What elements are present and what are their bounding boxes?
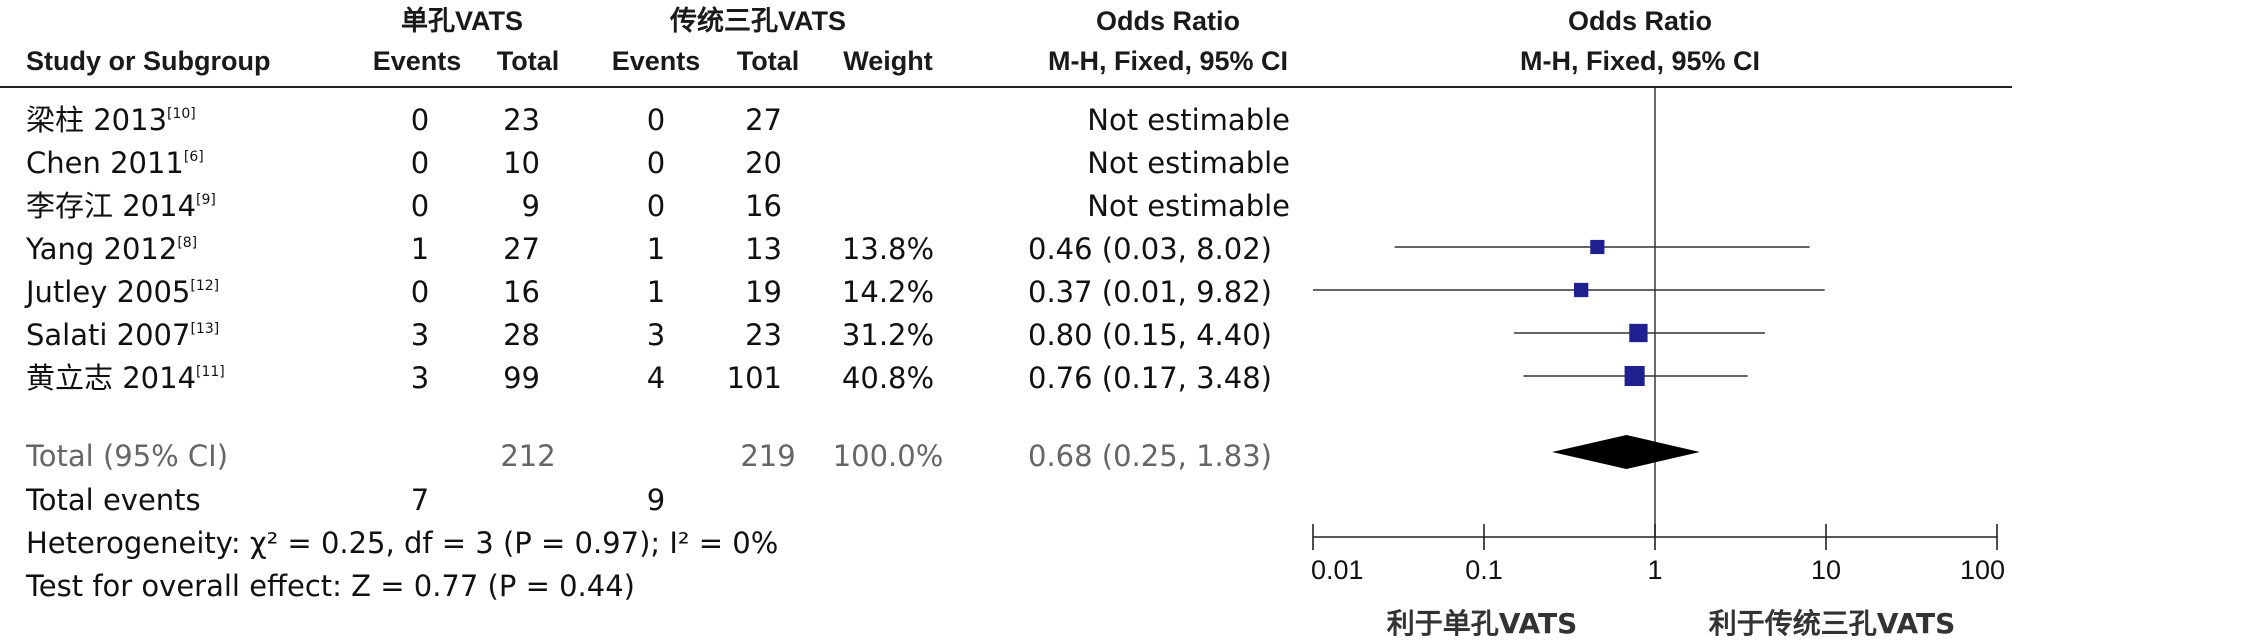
study-ci-text: 0.76 (0.17, 3.48) (1028, 361, 1272, 395)
study-ci-text: Not estimable (1087, 189, 1290, 223)
study-total2: 13 (745, 232, 782, 266)
study-events2: 3 (647, 318, 665, 352)
or-table-title: Odds Ratio (1096, 6, 1240, 36)
group2-header: 传统三孔VATS (669, 5, 846, 36)
x-tick-label: 1 (1647, 555, 1662, 585)
study-total1: 27 (503, 232, 540, 266)
study-total2: 101 (727, 361, 782, 395)
study-events1: 0 (411, 189, 429, 223)
study-name: Salati 2007[13] (26, 318, 219, 352)
study-ci-text: Not estimable (1087, 103, 1290, 137)
total-ci: 0.68 (0.25, 1.83) (1028, 439, 1272, 473)
study-name: 梁柱 2013[10] (26, 103, 196, 137)
study-name: Chen 2011[6] (26, 146, 204, 180)
heterogeneity-text: Heterogeneity: χ² = 0.25, df = 3 (P = 0.… (26, 526, 778, 560)
study-events1: 1 (411, 232, 429, 266)
study-events2: 1 (647, 232, 665, 266)
study-events1: 3 (411, 318, 429, 352)
study-header: Study or Subgroup (26, 46, 270, 76)
study-ref: [11] (196, 364, 225, 380)
x-tick-label: 0.1 (1465, 555, 1503, 585)
weight-header: Weight (843, 46, 933, 76)
study-name: 黄立志 2014[11] (26, 361, 225, 395)
study-events1: 0 (411, 275, 429, 309)
total-t1: 212 (500, 439, 555, 473)
study-rows: 梁柱 2013[10] 0 23 0 27 Not estimable Chen 2011[… (24, 103, 1290, 395)
study-total2: 23 (745, 318, 782, 352)
or-table-subtitle: M-H, Fixed, 95% CI (1048, 46, 1288, 76)
total2-header: Total (737, 46, 800, 76)
study-ref: [8] (177, 235, 197, 251)
study-total2: 27 (745, 103, 782, 137)
study-total1: 9 (522, 189, 540, 223)
study-ci-text: 0.80 (0.15, 4.40) (1028, 318, 1272, 352)
or-plot-title: Odds Ratio (1568, 6, 1712, 36)
study-ci-text: 0.37 (0.01, 9.82) (1028, 275, 1272, 309)
favours-left-label: 利于单孔VATS (1387, 607, 1578, 640)
events-label: Total events (25, 483, 201, 517)
overall-effect-text: Test for overall effect: Z = 0.77 (P = 0… (25, 569, 635, 603)
study-events2: 0 (647, 146, 665, 180)
x-tick-label: 0.01 (1311, 555, 1364, 585)
summary-diamond (1552, 435, 1700, 469)
or-plot-subtitle: M-H, Fixed, 95% CI (1520, 46, 1760, 76)
total-label: Total (95% CI) (25, 439, 228, 473)
study-events2: 0 (647, 189, 665, 223)
study-total2: 16 (745, 189, 782, 223)
study-total1: 16 (503, 275, 540, 309)
events1-header: Events (373, 46, 462, 76)
study-weight: 13.8% (842, 232, 934, 266)
study-name: Jutley 2005[12] (24, 275, 219, 309)
study-weight: 14.2% (842, 275, 934, 309)
study-ci-text: Not estimable (1087, 146, 1290, 180)
study-ref: [12] (190, 278, 219, 294)
study-events2: 4 (647, 361, 665, 395)
study-square (1624, 365, 1645, 387)
study-ref: [9] (196, 192, 216, 208)
study-ref: [13] (190, 321, 219, 337)
total-weight: 100.0% (833, 439, 944, 473)
study-square (1574, 282, 1589, 298)
study-square (1629, 323, 1648, 343)
favours-right-label: 利于传统三孔VATS (1709, 607, 1956, 640)
plot-area: 0.01 0.1 1 10 100 (1311, 88, 2005, 585)
study-square (1590, 239, 1605, 255)
study-ref: [6] (184, 149, 204, 165)
study-name: Yang 2012[8] (25, 232, 197, 266)
events2-header: Events (612, 46, 701, 76)
study-total1: 10 (503, 146, 540, 180)
study-total1: 23 (503, 103, 540, 137)
study-events2: 0 (647, 103, 665, 137)
group1-header: 单孔VATS (401, 6, 523, 36)
study-weight: 31.2% (842, 318, 934, 352)
study-events1: 3 (411, 361, 429, 395)
study-weight: 40.8% (842, 361, 934, 395)
study-total1: 28 (503, 318, 540, 352)
study-total1: 99 (503, 361, 540, 395)
study-events1: 0 (411, 103, 429, 137)
study-ref: [10] (167, 106, 196, 122)
study-total2: 20 (745, 146, 782, 180)
x-tick-label: 10 (1811, 555, 1841, 585)
study-ci-text: 0.46 (0.03, 8.02) (1028, 232, 1272, 266)
total-t2: 219 (740, 439, 795, 473)
events-e1: 7 (411, 483, 429, 517)
study-name: 李存江 2014[9] (26, 189, 216, 223)
events-e2: 9 (647, 483, 665, 517)
study-total2: 19 (745, 275, 782, 309)
x-tick-label: 100 (1960, 555, 2005, 585)
total1-header: Total (497, 46, 560, 76)
study-events1: 0 (411, 146, 429, 180)
study-events2: 1 (647, 275, 665, 309)
